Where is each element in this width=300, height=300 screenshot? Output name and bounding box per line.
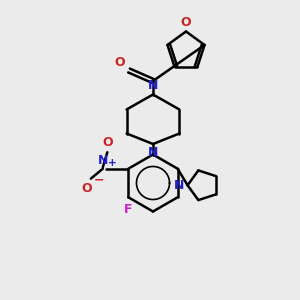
Text: O: O [81, 182, 92, 195]
Text: O: O [115, 56, 125, 69]
Text: O: O [181, 16, 191, 29]
Text: F: F [124, 203, 132, 216]
Text: −: − [94, 174, 104, 187]
Text: O: O [102, 136, 112, 149]
Text: N: N [148, 146, 158, 159]
Text: N: N [174, 179, 184, 192]
Text: N: N [148, 79, 158, 92]
Text: N: N [98, 154, 108, 167]
Text: +: + [108, 158, 117, 168]
